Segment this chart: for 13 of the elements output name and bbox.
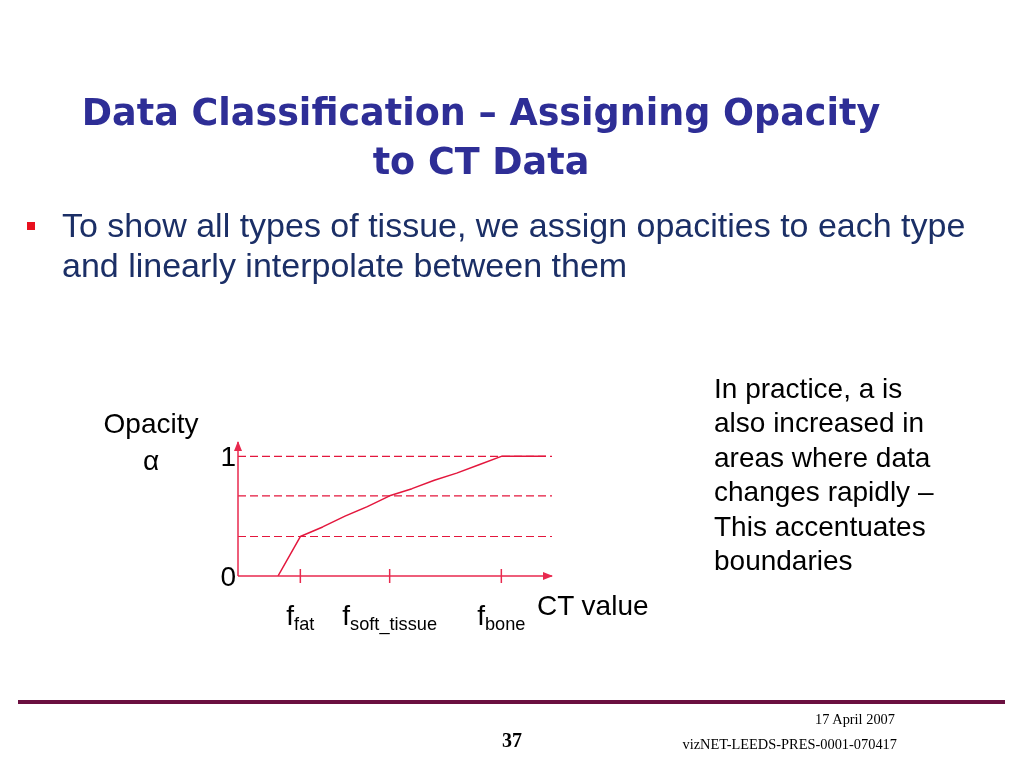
- x-tick-label: f$_{fat}$: [286, 600, 315, 635]
- text: vizNET-LEEDS-PRES-0001-070417: [682, 736, 897, 752]
- y-tick-label: 1: [220, 441, 236, 473]
- x-tick-label: f$_{bone}$: [477, 600, 526, 635]
- text: In practice, a is also increased in areas where data changes rapidly – This accentuates boundaries: [714, 373, 934, 577]
- text: 37: [502, 729, 522, 751]
- chart-title: Data Classification – Assigning Opacity to CT Data: [81, 91, 881, 183]
- x-axis-title: CT value: [537, 590, 649, 621]
- y-axis-title: Opacity α: [103, 408, 199, 476]
- chart-subtitle: To show all types of tissue, we assign opacities to each type and linearly interpolate between them: [62, 206, 966, 284]
- y-tick-label: 0: [220, 560, 236, 592]
- x-tick-label: f$_{soft_tissue}$: [342, 600, 438, 636]
- text: 17 April 2007: [815, 711, 895, 727]
